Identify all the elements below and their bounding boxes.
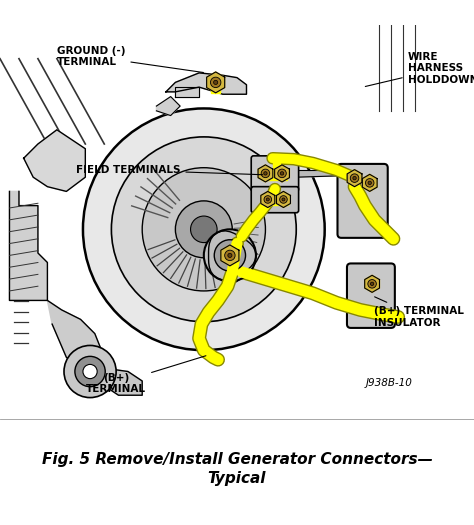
Circle shape — [175, 201, 232, 258]
Circle shape — [280, 172, 284, 175]
Circle shape — [264, 172, 267, 175]
Circle shape — [214, 240, 246, 271]
Text: (B+) TERMINAL
INSULATOR: (B+) TERMINAL INSULATOR — [374, 297, 465, 328]
Circle shape — [142, 167, 265, 291]
Polygon shape — [362, 174, 377, 192]
Circle shape — [64, 345, 116, 397]
Polygon shape — [262, 175, 287, 180]
Polygon shape — [209, 231, 256, 280]
Polygon shape — [9, 192, 47, 300]
Polygon shape — [175, 87, 199, 97]
Circle shape — [278, 169, 286, 177]
Polygon shape — [207, 72, 225, 93]
Circle shape — [204, 229, 256, 281]
Polygon shape — [263, 200, 288, 205]
Circle shape — [83, 364, 97, 379]
Text: Fig. 5 Remove/Install Generator Connectors—: Fig. 5 Remove/Install Generator Connecto… — [42, 452, 432, 467]
Polygon shape — [156, 97, 180, 116]
Circle shape — [280, 196, 287, 203]
Circle shape — [214, 80, 218, 85]
Text: GROUND (-)
TERMINAL: GROUND (-) TERMINAL — [57, 46, 203, 72]
Text: WIRE
HARNESS
HOLDDOWN: WIRE HARNESS HOLDDOWN — [365, 51, 474, 87]
Polygon shape — [24, 130, 85, 192]
Polygon shape — [221, 245, 239, 266]
Polygon shape — [274, 165, 290, 182]
Circle shape — [191, 216, 217, 243]
Circle shape — [368, 280, 376, 288]
FancyBboxPatch shape — [251, 187, 299, 213]
Circle shape — [282, 198, 285, 201]
Polygon shape — [211, 83, 220, 93]
Circle shape — [368, 181, 372, 185]
Polygon shape — [365, 275, 380, 292]
Polygon shape — [347, 170, 362, 187]
Circle shape — [75, 356, 105, 387]
Polygon shape — [261, 192, 275, 207]
Circle shape — [83, 109, 325, 350]
Circle shape — [370, 282, 374, 286]
Polygon shape — [273, 158, 280, 175]
Circle shape — [353, 176, 356, 180]
Circle shape — [225, 250, 235, 260]
Circle shape — [228, 253, 232, 257]
Polygon shape — [276, 192, 291, 207]
Circle shape — [210, 77, 221, 88]
Polygon shape — [47, 300, 104, 372]
Polygon shape — [95, 367, 142, 395]
Polygon shape — [296, 170, 341, 177]
FancyBboxPatch shape — [337, 164, 388, 238]
Circle shape — [111, 137, 296, 322]
Circle shape — [261, 169, 270, 177]
Text: (B+)
TERMINAL: (B+) TERMINAL — [86, 356, 206, 394]
Text: J938B-10: J938B-10 — [365, 379, 412, 388]
Text: FIELD TERMINALS: FIELD TERMINALS — [76, 165, 263, 175]
FancyBboxPatch shape — [347, 264, 395, 328]
FancyBboxPatch shape — [251, 156, 299, 192]
Text: Typical: Typical — [208, 471, 266, 486]
Polygon shape — [258, 165, 273, 182]
Circle shape — [350, 174, 359, 182]
Circle shape — [266, 198, 269, 201]
Polygon shape — [166, 73, 246, 94]
Circle shape — [264, 196, 272, 203]
Circle shape — [365, 178, 374, 187]
